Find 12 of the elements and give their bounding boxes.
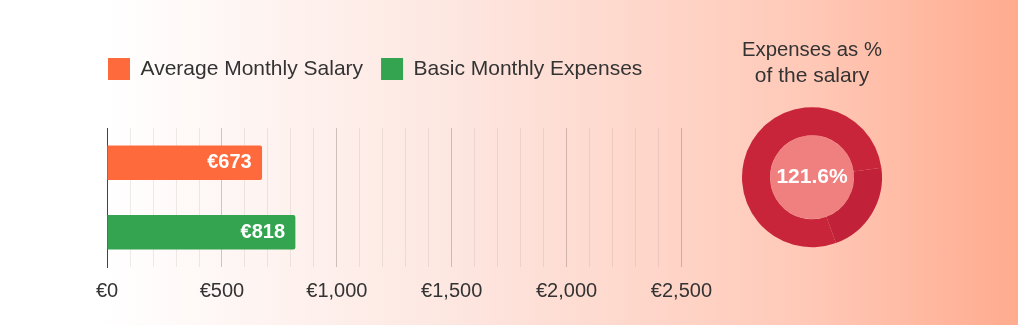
x-tick-label: €500 — [199, 278, 245, 301]
legend-label: Average Monthly Salary — [140, 55, 364, 79]
x-tick-label: €2,000 — [535, 278, 598, 301]
x-tick-label: €0 — [96, 278, 119, 301]
data-label: €818 — [240, 219, 286, 242]
x-tick-label: €1,000 — [306, 278, 368, 301]
legend-label: Basic Monthly Expenses — [413, 55, 643, 79]
chart-title: Expenses as % of the salary — [742, 37, 882, 86]
x-tick-label: €1,500 — [421, 278, 483, 301]
data-label: €673 — [207, 150, 252, 173]
x-tick-label: €2,500 — [650, 278, 712, 301]
text: 121.6% — [776, 164, 848, 187]
